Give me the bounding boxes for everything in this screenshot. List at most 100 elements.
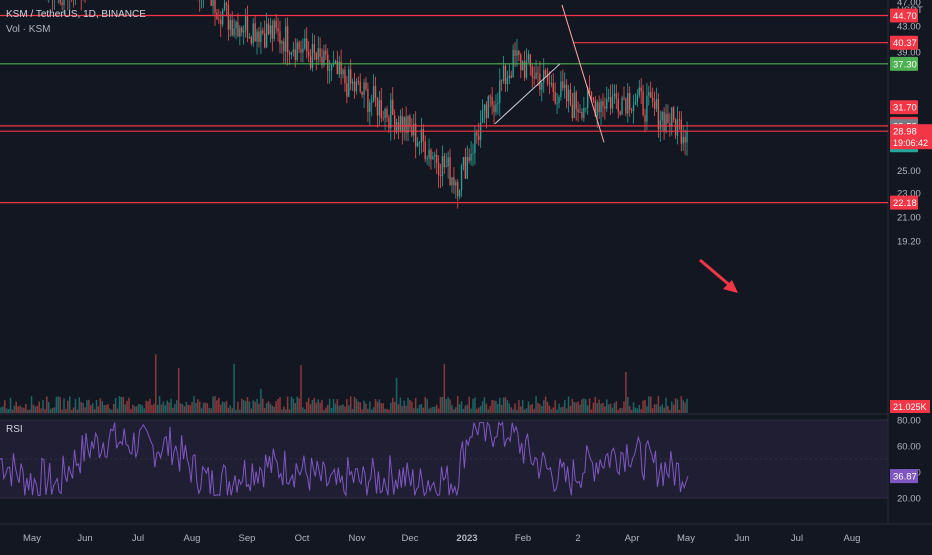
volume-bar bbox=[463, 409, 465, 413]
volume-bar bbox=[644, 400, 646, 413]
candle-body bbox=[633, 105, 634, 111]
volume-bar bbox=[524, 410, 526, 413]
volume-bar bbox=[583, 398, 585, 413]
volume-bar bbox=[522, 400, 524, 413]
volume-bar bbox=[461, 401, 463, 413]
candle-body bbox=[383, 118, 384, 119]
volume-bar bbox=[602, 403, 604, 413]
volume-bar bbox=[531, 404, 533, 413]
volume-bar bbox=[296, 397, 298, 413]
time-tick: Oct bbox=[295, 533, 310, 544]
candle-body bbox=[266, 24, 267, 48]
volume-bar bbox=[350, 396, 352, 413]
candle-body bbox=[667, 114, 668, 124]
volume-bar bbox=[19, 406, 21, 413]
candle-body bbox=[402, 116, 403, 131]
volume-bar bbox=[105, 405, 107, 413]
volume-bar bbox=[413, 408, 415, 413]
volume-bar bbox=[254, 402, 256, 413]
candle-body bbox=[532, 67, 533, 77]
volume-bar bbox=[214, 396, 216, 413]
candle-body bbox=[505, 66, 506, 84]
candle-body bbox=[663, 112, 664, 131]
volume-bar bbox=[251, 408, 253, 413]
candle-body bbox=[665, 114, 666, 131]
volume-bar bbox=[69, 396, 71, 413]
volume-bar bbox=[312, 400, 314, 413]
candle-body bbox=[212, 0, 213, 6]
candle-body bbox=[442, 156, 443, 176]
volume-bar bbox=[155, 354, 157, 413]
volume-bar bbox=[581, 399, 583, 413]
volume-bar bbox=[65, 409, 67, 413]
volume-bar bbox=[268, 401, 270, 413]
volume-bar bbox=[163, 401, 165, 413]
volume-bar bbox=[319, 403, 321, 413]
volume-bar bbox=[566, 408, 568, 413]
volume-bar bbox=[216, 400, 218, 413]
candle-body bbox=[63, 0, 64, 5]
candle-body bbox=[253, 23, 254, 43]
volume-bar bbox=[15, 402, 17, 413]
volume-bar bbox=[230, 405, 232, 413]
candle-body bbox=[318, 48, 319, 59]
volume-bar bbox=[572, 399, 574, 413]
volume-legend[interactable]: Vol · KSM bbox=[6, 24, 50, 35]
candle-body bbox=[478, 136, 479, 140]
volume-bar bbox=[159, 396, 161, 413]
candle-body bbox=[612, 96, 613, 108]
volume-bar bbox=[77, 410, 79, 413]
volume-bar bbox=[138, 404, 140, 413]
candle-body bbox=[384, 109, 385, 118]
volume-bar bbox=[482, 401, 484, 413]
volume-bar bbox=[306, 402, 308, 413]
volume-bar bbox=[63, 399, 65, 413]
price-tick: 21.00 bbox=[897, 213, 921, 224]
rsi-legend[interactable]: RSI bbox=[6, 424, 23, 435]
volume-bar bbox=[121, 397, 123, 413]
volume-bar bbox=[35, 407, 37, 413]
volume-bar bbox=[191, 402, 193, 413]
candle-body bbox=[570, 90, 571, 105]
volume-bar bbox=[302, 407, 304, 413]
candle-body bbox=[226, 3, 227, 5]
candle-body bbox=[684, 137, 685, 142]
volume-bar bbox=[593, 402, 595, 413]
countdown-text: 19:06:42 bbox=[893, 138, 928, 148]
volume-bar bbox=[600, 404, 602, 413]
volume-bar bbox=[272, 406, 274, 413]
volume-bar bbox=[258, 404, 260, 413]
volume-bar bbox=[283, 406, 285, 413]
volume-bar bbox=[640, 409, 642, 413]
candle-body bbox=[360, 82, 361, 92]
volume-bar bbox=[661, 404, 663, 413]
candle-body bbox=[673, 107, 674, 119]
volume-bar bbox=[119, 396, 121, 413]
volume-bar bbox=[616, 401, 618, 413]
volume-bar bbox=[484, 397, 486, 413]
time-tick: May bbox=[23, 533, 41, 544]
volume-bar bbox=[4, 400, 6, 413]
symbol-title[interactable]: KSM / TetherUS, 1D, BINANCE bbox=[6, 9, 146, 20]
candle-body bbox=[218, 19, 219, 20]
candle-body bbox=[623, 98, 624, 99]
candle-body bbox=[650, 92, 651, 98]
volume-bar bbox=[551, 409, 553, 413]
candle-body bbox=[358, 81, 359, 82]
volume-bar bbox=[665, 398, 667, 413]
volume-bar bbox=[207, 403, 209, 413]
candle-body bbox=[346, 83, 347, 96]
candle-body bbox=[254, 23, 255, 41]
volume-bar bbox=[314, 398, 316, 413]
candle-body bbox=[281, 41, 282, 43]
candle-body bbox=[285, 26, 286, 51]
volume-bar bbox=[407, 398, 409, 413]
candle-body bbox=[566, 85, 567, 102]
volume-bar bbox=[184, 406, 186, 413]
volume-bar bbox=[486, 404, 488, 413]
volume-bar bbox=[526, 408, 528, 413]
candle-body bbox=[394, 115, 395, 132]
